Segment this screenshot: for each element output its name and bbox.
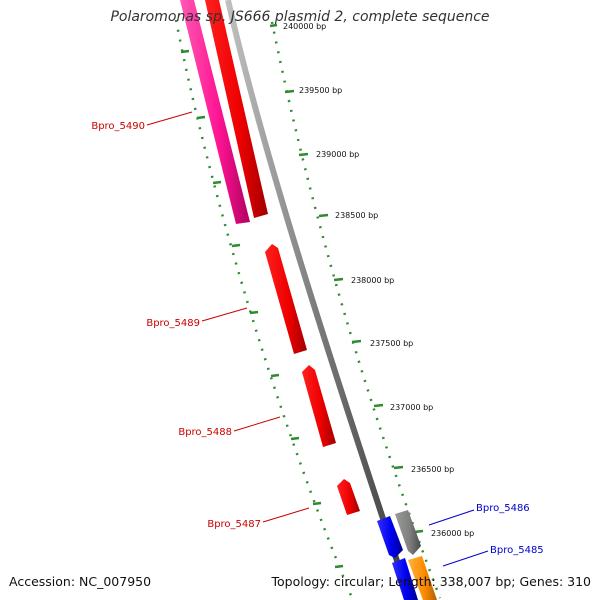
ruler-tick-label: 236500 bp [411,465,454,474]
inner-tick-track [174,19,354,599]
gene-bpro-5490-pink-segment[interactable] [180,0,250,224]
leader-bpro-5489 [201,307,248,322]
leader-bpro-5487 [262,507,310,523]
ruler-tick: 239500 bp [284,86,342,95]
sequence-stats-text: Topology: circular; Length: 338,007 bp; … [271,574,592,589]
gene-bpro-5485-orange[interactable] [408,556,437,600]
gene-bpro-5487[interactable] [337,479,360,515]
ruler-tick: 236500 bp [393,465,454,474]
ruler-ticks: 240000 bp 239500 bp 239000 bp 238500 bp … [269,22,474,538]
ruler-tick-label: 240000 bp [283,22,326,31]
ruler-tick-label: 239500 bp [299,86,342,95]
map-title: Polaromonas sp. JS666 plasmid 2, complet… [110,9,490,25]
ruler-tick-label: 238500 bp [335,211,378,220]
ruler-tick-label: 239000 bp [316,150,359,159]
gene-bpro-5489[interactable] [265,244,307,354]
ruler-tick: 239000 bp [298,150,359,159]
ruler-tick: 237000 bp [373,403,433,412]
ruler-tick: 238500 bp [318,211,378,220]
gene-bpro-5486[interactable] [377,516,403,558]
gene-label-bpro-5486[interactable]: Bpro_5486 [476,503,530,514]
gene-label-bpro-5487[interactable]: Bpro_5487 [207,519,261,530]
ruler-tick-label: 238000 bp [351,276,394,285]
inner-track-ticks [180,49,344,569]
forward-strand-genes [180,0,360,515]
gene-label-bpro-5488[interactable]: Bpro_5488 [178,427,232,438]
gene-labels: Bpro_5490 Bpro_5489 Bpro_5488 Bpro_5487 … [91,121,543,556]
leader-bpro-5488 [233,416,281,432]
ruler-tick: 240000 bp [269,22,326,31]
gene-label-leaders [146,111,489,567]
gene-bpro-5488[interactable] [302,365,336,447]
gene-label-bpro-5490[interactable]: Bpro_5490 [91,121,145,132]
ruler-tick-label: 237500 bp [370,339,413,348]
gene-bpro-5486-gray[interactable] [395,510,421,555]
reverse-strand-genes [377,510,437,600]
gene-label-bpro-5489[interactable]: Bpro_5489 [146,318,200,329]
gene-bpro-5485[interactable] [392,558,418,600]
plasmid-backbone [225,0,413,600]
ruler-tick: 237500 bp [351,339,413,348]
ruler-tick-label: 236000 bp [431,529,474,538]
gene-label-bpro-5485[interactable]: Bpro_5485 [490,545,544,556]
gene-bpro-5490[interactable] [205,0,268,218]
leader-bpro-5490 [146,111,193,126]
ruler-tick-label: 237000 bp [390,403,433,412]
leader-bpro-5486 [428,509,475,526]
leader-bpro-5485 [442,550,489,567]
ruler-tick: 238000 bp [333,276,394,285]
ruler-tick: 236000 bp [413,529,474,538]
accession-text: Accession: NC_007950 [9,574,152,589]
